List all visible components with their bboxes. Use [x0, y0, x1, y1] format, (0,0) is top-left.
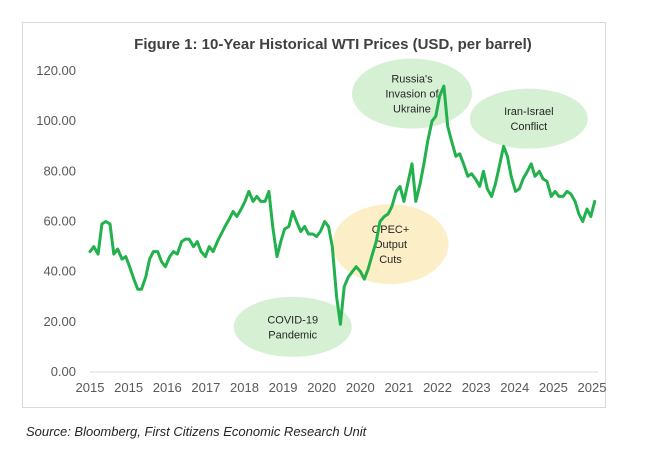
x-tick-label: 2020 [346, 380, 375, 395]
y-tick-label: 120.00 [36, 63, 76, 78]
annotation-text: OPEC+ [372, 224, 410, 236]
annotation-text: Output [374, 239, 407, 251]
annotation-text: Pandemic [268, 329, 317, 341]
annotation-ellipse [332, 204, 449, 285]
wti-price-chart: Russia's Invasion of Ukraine Iran-Israel Con… [36, 36, 607, 395]
series-line-wti [88, 84, 597, 326]
x-tick-label: 2025 [578, 380, 607, 395]
annotation-text: Russia's [391, 74, 433, 86]
x-tick-label: 2020 [307, 380, 336, 395]
annotation-bubble: COVID-19 Pandemic [233, 296, 352, 357]
y-tick-label: 100.00 [36, 113, 76, 128]
chart-frame: Russia's Invasion of Ukraine Iran-Israel Con… [22, 22, 606, 408]
x-axis: 2015 2015 2016 2017 2018 2019 2020 2020 2021 2022… [76, 380, 607, 395]
annotation-text: Ukraine [393, 104, 431, 116]
annotation-layer: Russia's Invasion of Ukraine Iran-Israel Con… [233, 58, 588, 357]
x-tick-label: 2017 [191, 380, 220, 395]
x-tick-label: 2015 [114, 380, 143, 395]
annotation-text: Iran-Israel [504, 106, 554, 118]
x-tick-label: 2025 [539, 380, 568, 395]
x-tick-label: 2024 [500, 380, 529, 395]
annotation-text: Conflict [510, 121, 547, 133]
y-axis: 0.00 20.00 40.00 60.00 80.00 100.00 120.00 [36, 63, 76, 379]
x-tick-label: 2016 [153, 380, 182, 395]
annotation-bubble: Iran-Israel Conflict [469, 88, 588, 149]
annotation-text: Cuts [379, 254, 402, 266]
annotation-text: COVID-19 [267, 314, 318, 326]
x-tick-label: 2019 [269, 380, 298, 395]
annotation-ellipse [233, 296, 352, 357]
annotation-ellipse [351, 58, 472, 129]
annotation-text: Invasion of [385, 89, 439, 101]
x-tick-label: 2018 [230, 380, 259, 395]
y-tick-label: 40.00 [43, 264, 76, 279]
source-note: Source: Bloomberg, First Citizens Econom… [26, 424, 367, 439]
y-tick-label: 20.00 [43, 314, 76, 329]
annotation-ellipse [469, 88, 588, 149]
annotation-bubble: Russia's Invasion of Ukraine [351, 58, 472, 129]
y-tick-label: 80.00 [43, 163, 76, 178]
y-tick-label: 0.00 [51, 364, 76, 379]
x-tick-label: 2015 [76, 380, 105, 395]
x-tick-label: 2021 [384, 380, 413, 395]
x-tick-label: 2022 [423, 380, 452, 395]
y-tick-label: 60.00 [43, 214, 76, 229]
chart-title: Figure 1: 10-Year Historical WTI Prices … [134, 36, 532, 53]
annotation-bubble: OPEC+ Output Cuts [332, 204, 449, 285]
x-tick-label: 2023 [462, 380, 491, 395]
